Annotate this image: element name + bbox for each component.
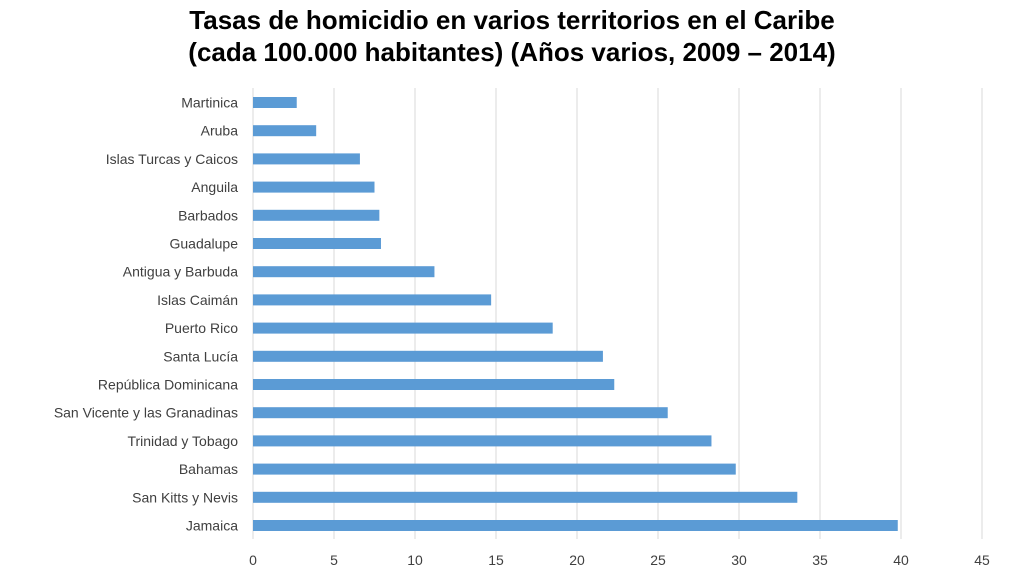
x-tick-label-25: 25	[650, 552, 666, 568]
category-label-8: Islas Caimán	[157, 292, 238, 308]
bar-4	[253, 181, 375, 193]
category-label-1: Martinica	[181, 95, 238, 111]
category-label-7: Antigua y Barbuda	[123, 264, 238, 280]
bar-6	[253, 238, 381, 249]
bar-16	[253, 520, 898, 531]
bar-9	[253, 322, 553, 334]
bars	[253, 97, 898, 531]
bar-5	[253, 209, 380, 221]
x-tick-label-15: 15	[488, 552, 504, 568]
x-tick-label-10: 10	[407, 552, 423, 568]
x-tick-label-45: 45	[974, 552, 990, 568]
x-tick-label-5: 5	[330, 552, 338, 568]
x-tick-label-20: 20	[569, 552, 585, 568]
x-tick-label-30: 30	[731, 552, 747, 568]
bar-8	[253, 294, 492, 306]
bar-3	[253, 153, 360, 165]
bar-11	[253, 379, 615, 390]
category-label-6: Guadalupe	[169, 236, 238, 252]
bar-10	[253, 350, 603, 362]
category-label-10: Santa Lucía	[163, 348, 238, 364]
bar-14	[253, 463, 736, 475]
bar-7	[253, 266, 435, 278]
x-tick-label-0: 0	[249, 552, 257, 568]
category-label-3: Islas Turcas y Caicos	[106, 151, 238, 167]
bar-12	[253, 407, 668, 419]
category-label-5: Barbados	[178, 207, 238, 223]
category-label-16: Jamaica	[186, 518, 238, 534]
bar-2	[253, 125, 317, 137]
chart-title-line-2: (cada 100.000 habitantes) (Años varios, …	[188, 37, 836, 67]
category-label-11: República Dominicana	[98, 377, 238, 393]
category-label-4: Anguila	[191, 179, 238, 195]
x-axis-tick-labels: 0 5 10 15 20 25 30 35 40 45	[249, 552, 990, 568]
chart-title-line-1: Tasas de homicidio en varios territorios…	[189, 5, 835, 35]
category-label-9: Puerto Rico	[165, 320, 238, 336]
bar-1	[253, 97, 297, 108]
category-label-2: Aruba	[201, 123, 239, 139]
x-tick-label-35: 35	[812, 552, 828, 568]
category-label-12: San Vicente y las Granadinas	[54, 405, 238, 421]
x-tick-label-40: 40	[893, 552, 909, 568]
bar-15	[253, 491, 798, 503]
chart-title: Tasas de homicidio en varios territorios…	[0, 4, 1024, 68]
bar-13	[253, 435, 712, 447]
category-label-14: Bahamas	[179, 461, 238, 477]
category-labels: Martinica Aruba Islas Turcas y Caicos Angui…	[54, 95, 238, 534]
category-label-15: San Kitts y Nevis	[132, 489, 238, 505]
category-label-13: Trinidad y Tobago	[127, 433, 238, 449]
